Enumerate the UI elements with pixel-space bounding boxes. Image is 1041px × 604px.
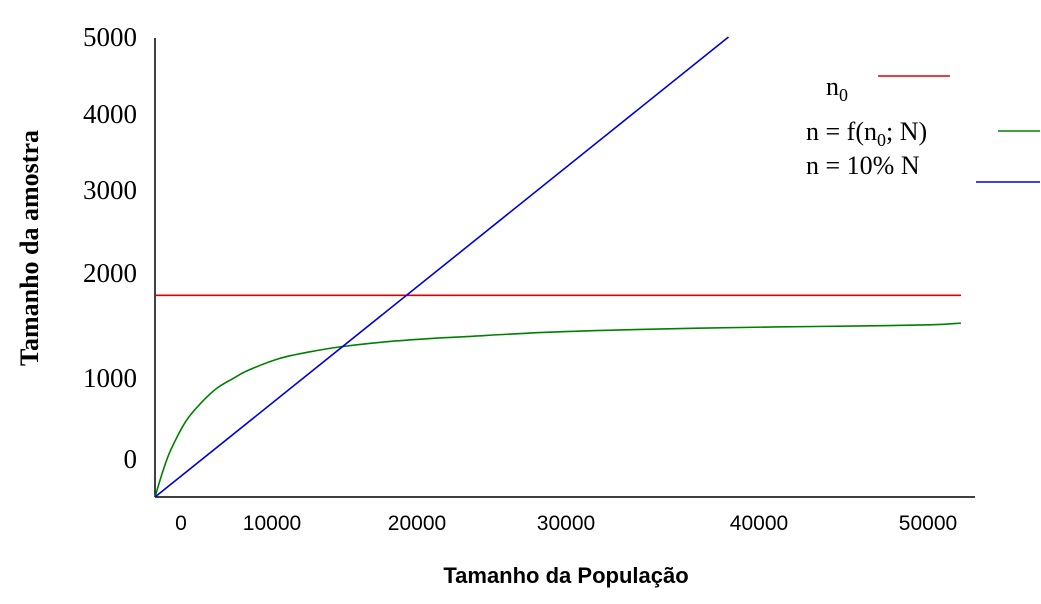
x-tick-label: 30000 [537,512,595,535]
x-tick-label: 20000 [388,512,446,535]
legend-label-n0: n0 [826,72,848,105]
legend-label-f: n = f(n0; N) [806,117,927,150]
y-tick-label: 3000 [83,175,137,205]
series-line-pct [154,36,730,498]
x-tick-label: 50000 [899,512,957,535]
x-tick-label: 10000 [243,512,301,535]
x-tick-label: 40000 [730,512,788,535]
axes [154,38,975,498]
y-tick-label: 5000 [83,22,137,52]
x-tick-label: 0 [175,512,187,535]
series-layer [154,36,962,498]
x-axis-label: Tamanho da População [443,563,688,588]
legend-label-pct: n = 10% N [806,151,920,180]
y-tick-label: 4000 [83,99,137,129]
y-tick-label: 0 [124,444,138,474]
y-tick-label: 1000 [83,363,137,393]
y-tick-label: 2000 [83,258,137,288]
y-axis-label: Tamanho da amostra [15,130,44,366]
legend: n0 n = f(n0; N) n = 10% N [806,72,1040,183]
series-line-f [154,322,962,498]
